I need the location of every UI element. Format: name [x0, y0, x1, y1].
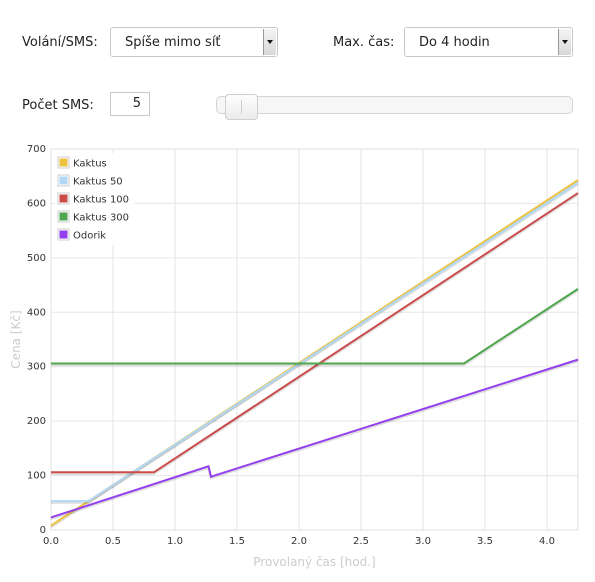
- x-tick-label: 2.0: [291, 536, 307, 547]
- x-axis-title: Provolaný čas [hod.]: [253, 555, 375, 569]
- legend-label: Kaktus 100: [73, 195, 129, 206]
- chart-ticks: 0.0 0.5 1.0 1.5 2.0 2.5 3.0 3.5 4.0 0 100 200 300 400…: [27, 144, 555, 547]
- x-tick-label: 3.0: [415, 536, 431, 547]
- series-line-4: [51, 288, 579, 365]
- sms-slider-track[interactable]: [216, 96, 573, 114]
- legend-label: Kaktus: [73, 159, 107, 170]
- y-tick-label: 700: [27, 144, 46, 155]
- x-tick-label: 0.0: [43, 536, 59, 547]
- sms-label: Počet SMS:: [22, 98, 94, 113]
- series-line-2: [51, 181, 579, 503]
- y-tick-label: 400: [27, 307, 46, 318]
- x-tick-label: 4.0: [539, 536, 555, 547]
- maxtime-select[interactable]: Do 4 hodin: [404, 27, 573, 57]
- x-tick-label: 3.5: [477, 536, 493, 547]
- series-shadow: [51, 289, 579, 367]
- series-shadow: [51, 183, 579, 504]
- chart-series: [50, 179, 579, 529]
- legend-swatch: [59, 212, 68, 221]
- legend-label: Kaktus 50: [73, 177, 123, 188]
- x-tick-label: 1.5: [229, 536, 245, 547]
- x-tick-label: 2.5: [353, 536, 369, 547]
- maxtime-label: Max. čas:: [333, 35, 395, 50]
- sms-slider-handle[interactable]: [224, 94, 258, 120]
- y-tick-label: 600: [27, 198, 46, 209]
- legend-swatch: [59, 176, 68, 185]
- legend-swatch: [59, 230, 68, 239]
- y-tick-label: 500: [27, 253, 46, 264]
- calls-label: Volání/SMS:: [22, 35, 98, 50]
- grip-icon: [240, 100, 242, 114]
- chart-grid: [50, 148, 579, 531]
- legend-label: Kaktus 300: [73, 213, 129, 224]
- x-tick-label: 1.0: [167, 536, 183, 547]
- series-line-3: [51, 192, 579, 474]
- y-tick-label: 300: [27, 362, 46, 373]
- chevron-down-icon: [263, 29, 276, 55]
- chevron-down-icon: [558, 29, 571, 55]
- series-shadow: [51, 193, 579, 476]
- maxtime-select-value: Do 4 hodin: [419, 35, 490, 50]
- plot-border: [50, 148, 579, 531]
- y-tick-label: 0: [40, 525, 46, 536]
- y-tick-label: 200: [27, 416, 46, 427]
- calls-select-value: Spíše mimo síť: [125, 35, 221, 50]
- sms-count-input[interactable]: 5: [110, 92, 150, 116]
- calls-select[interactable]: Spíše mimo síť: [110, 27, 278, 57]
- y-axis-title: Cena [Kč]: [9, 310, 23, 368]
- chart-legend: Kaktus Kaktus 50 Kaktus 100 Kaktus 300 Odori…: [55, 153, 135, 245]
- legend-swatch: [59, 194, 68, 203]
- x-tick-label: 0.5: [105, 536, 121, 547]
- legend-label: Odorik: [73, 231, 106, 242]
- series-line-5: [50, 358, 579, 519]
- y-tick-label: 100: [27, 471, 46, 482]
- legend-swatch: [59, 158, 68, 167]
